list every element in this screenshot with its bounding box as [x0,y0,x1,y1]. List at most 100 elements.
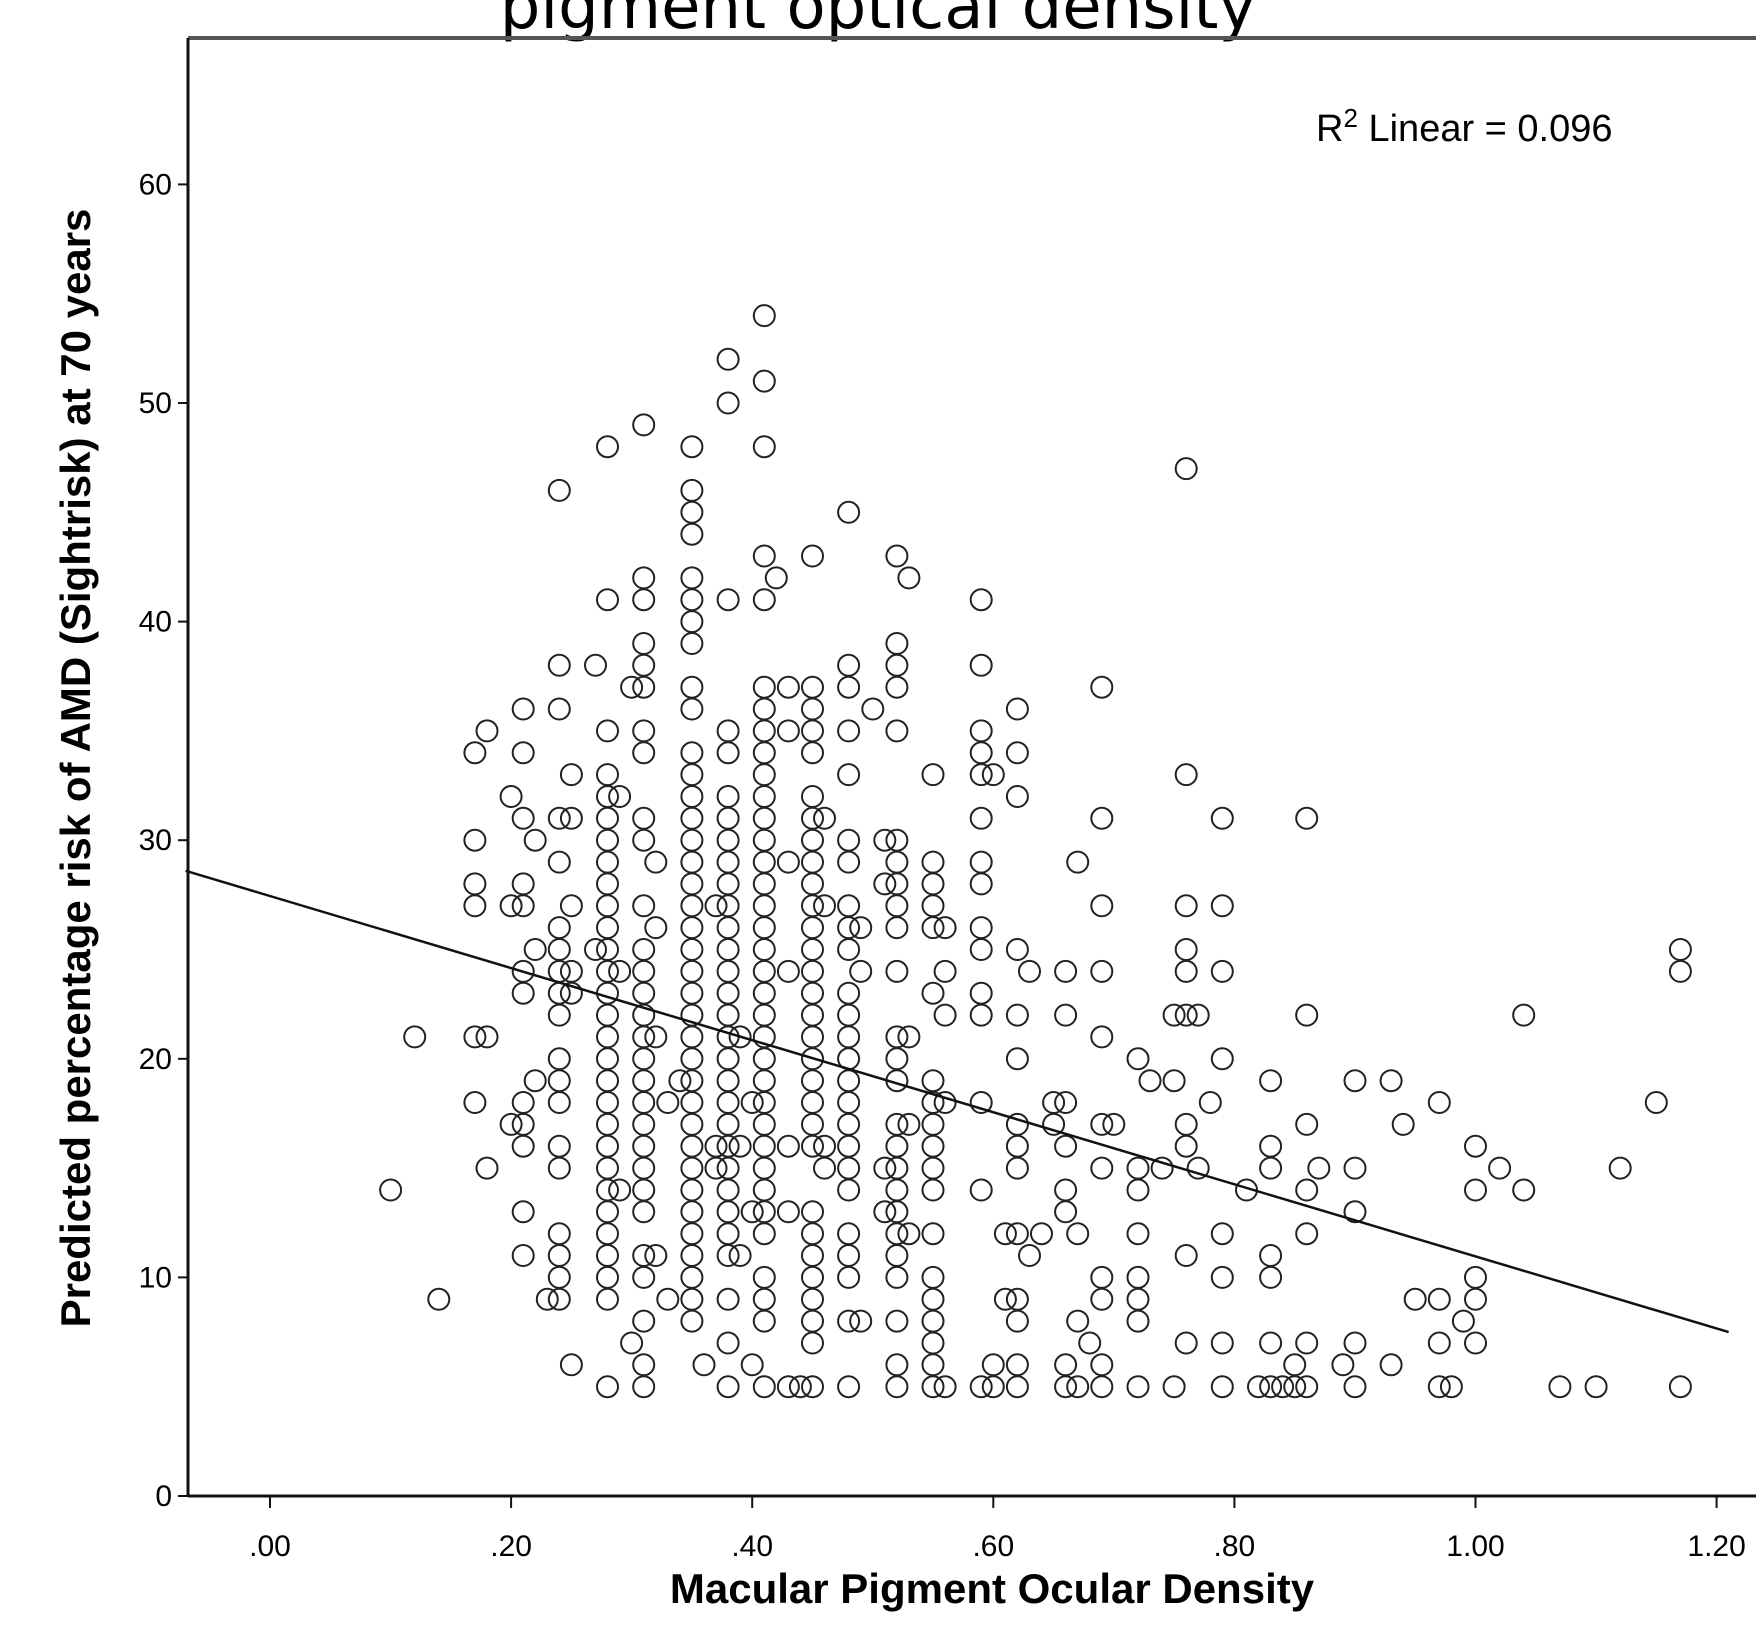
data-point [681,436,702,457]
data-point [597,1005,618,1026]
data-point [886,1223,907,1244]
x-tick-label: .00 [249,1530,291,1563]
data-point [923,1376,944,1397]
data-point [681,1070,702,1091]
data-point [633,1201,654,1222]
data-point [561,895,582,916]
data-point [754,1223,775,1244]
data-point [633,633,654,654]
data-point [597,917,618,938]
y-tick-label: 0 [155,1480,172,1513]
data-point [1453,1311,1474,1332]
data-point [1405,1289,1426,1310]
data-point [1260,1245,1281,1266]
data-point [886,1180,907,1201]
data-point [742,1092,763,1113]
data-point [597,1223,618,1244]
data-point [609,961,630,982]
data-point [754,1005,775,1026]
data-point [1055,1354,1076,1375]
data-point [1007,1048,1028,1069]
data-point [838,1092,859,1113]
data-point [886,655,907,676]
data-point [633,655,654,676]
data-point [778,1136,799,1157]
data-point [802,1092,823,1113]
data-point [754,1092,775,1113]
data-point [754,895,775,916]
data-point [681,1158,702,1179]
data-point [645,1245,666,1266]
data-point [1296,1376,1317,1397]
data-point [1345,1376,1366,1397]
data-point [971,720,992,741]
data-point [718,786,739,807]
data-point [549,699,570,720]
data-point [802,1223,823,1244]
data-point [1019,1245,1040,1266]
data-point [1128,1048,1149,1069]
data-point [681,1289,702,1310]
data-point [477,1158,498,1179]
data-point [633,1114,654,1135]
data-point [549,961,570,982]
data-point [597,1376,618,1397]
data-point [802,1201,823,1222]
data-point [1670,939,1691,960]
data-point [633,1026,654,1047]
data-point [1296,1223,1317,1244]
data-point [718,720,739,741]
data-point [838,1267,859,1288]
data-point [718,1376,739,1397]
data-point [802,939,823,960]
data-point [681,567,702,588]
data-point [850,1311,871,1332]
data-point [549,1267,570,1288]
data-point [718,1092,739,1113]
data-point [838,1070,859,1091]
data-point [1091,961,1112,982]
data-point [1381,1070,1402,1091]
data-point [754,764,775,785]
data-point [886,1136,907,1157]
data-point [1007,1311,1028,1332]
data-point [1284,1376,1305,1397]
data-point [971,742,992,763]
data-point [754,1376,775,1397]
data-point [681,1114,702,1135]
data-point [778,852,799,873]
data-point [971,1376,992,1397]
data-point [549,1070,570,1091]
data-point [754,1048,775,1069]
data-point [718,939,739,960]
data-point [923,1180,944,1201]
data-point [754,1267,775,1288]
data-point [1212,808,1233,829]
data-point [1465,1333,1486,1354]
data-point [802,1333,823,1354]
y-tick-label: 30 [139,824,172,857]
data-point [886,633,907,654]
data-point [923,764,944,785]
data-point [681,830,702,851]
data-point [561,961,582,982]
data-point [1188,1005,1209,1026]
data-point [886,961,907,982]
data-point [1345,1070,1366,1091]
data-point [681,895,702,916]
data-point [886,1026,907,1047]
data-point [681,852,702,873]
data-point [1091,677,1112,698]
data-point [754,939,775,960]
data-point [1055,1005,1076,1026]
data-point [1091,808,1112,829]
data-point [1091,1354,1112,1375]
data-point [838,764,859,785]
data-point [983,1376,1004,1397]
data-point [718,961,739,982]
data-point [838,852,859,873]
data-point [935,917,956,938]
data-point [1043,1092,1064,1113]
data-point [754,305,775,326]
